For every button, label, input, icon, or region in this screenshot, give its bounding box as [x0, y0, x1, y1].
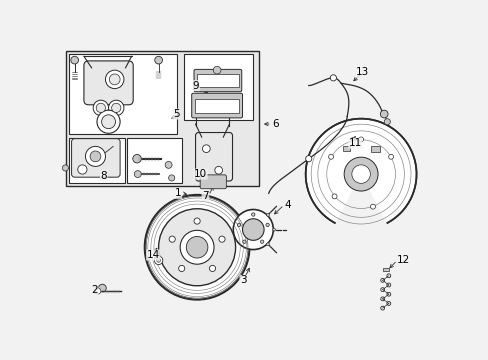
Circle shape	[305, 156, 311, 162]
Text: 9: 9	[192, 81, 199, 91]
Circle shape	[266, 213, 269, 216]
Bar	[183, 54, 253, 120]
Circle shape	[78, 165, 87, 174]
FancyBboxPatch shape	[200, 175, 226, 189]
Circle shape	[351, 165, 369, 183]
Circle shape	[237, 223, 240, 226]
Circle shape	[213, 66, 221, 74]
Circle shape	[384, 119, 389, 125]
Bar	[370, 146, 380, 152]
Circle shape	[105, 70, 123, 89]
Circle shape	[380, 110, 387, 118]
Circle shape	[90, 151, 101, 162]
Circle shape	[111, 103, 121, 112]
Circle shape	[344, 157, 377, 191]
Bar	[342, 146, 349, 152]
Bar	[127, 138, 182, 183]
Circle shape	[168, 175, 174, 181]
Text: 14: 14	[146, 250, 160, 260]
Circle shape	[219, 236, 224, 242]
Circle shape	[358, 137, 363, 142]
Circle shape	[329, 75, 336, 81]
Bar	[69, 54, 177, 134]
Circle shape	[265, 223, 269, 226]
Circle shape	[96, 103, 105, 112]
Circle shape	[194, 218, 200, 224]
Circle shape	[71, 56, 79, 64]
Circle shape	[272, 228, 275, 231]
Circle shape	[109, 74, 120, 85]
Text: 5: 5	[172, 109, 179, 119]
Circle shape	[97, 110, 120, 133]
Circle shape	[251, 213, 254, 216]
Circle shape	[305, 119, 416, 230]
Circle shape	[102, 115, 115, 129]
Circle shape	[242, 240, 245, 243]
Circle shape	[62, 165, 68, 171]
Circle shape	[266, 243, 269, 246]
Circle shape	[202, 145, 210, 153]
Circle shape	[144, 195, 249, 300]
Circle shape	[133, 154, 141, 163]
Circle shape	[154, 256, 163, 265]
Circle shape	[158, 209, 235, 286]
Circle shape	[331, 194, 336, 199]
Text: 6: 6	[271, 119, 278, 129]
Text: 12: 12	[396, 255, 410, 265]
Text: 13: 13	[355, 67, 368, 77]
Circle shape	[233, 210, 273, 249]
Circle shape	[134, 171, 141, 177]
Circle shape	[180, 230, 214, 264]
FancyBboxPatch shape	[197, 74, 238, 87]
Circle shape	[178, 265, 184, 271]
Bar	[69, 138, 124, 183]
Circle shape	[93, 100, 108, 116]
FancyBboxPatch shape	[84, 61, 133, 105]
Text: 8: 8	[100, 171, 107, 181]
Circle shape	[108, 100, 123, 116]
Circle shape	[156, 258, 160, 262]
Circle shape	[186, 237, 207, 258]
Text: 10: 10	[194, 169, 207, 179]
Circle shape	[99, 284, 106, 292]
Circle shape	[165, 161, 172, 168]
Text: 1: 1	[175, 188, 182, 198]
Circle shape	[328, 154, 333, 159]
Text: 4: 4	[284, 200, 290, 210]
Text: 7: 7	[202, 191, 208, 201]
Circle shape	[154, 56, 162, 64]
FancyBboxPatch shape	[194, 69, 241, 92]
Bar	[382, 268, 388, 271]
Circle shape	[85, 147, 105, 166]
Text: 2: 2	[91, 285, 98, 294]
Circle shape	[214, 166, 222, 174]
FancyBboxPatch shape	[194, 99, 239, 113]
Wedge shape	[333, 174, 387, 233]
Bar	[66, 51, 258, 186]
Circle shape	[370, 204, 375, 209]
Text: 11: 11	[348, 138, 361, 148]
Circle shape	[242, 219, 264, 240]
Circle shape	[388, 154, 393, 159]
Circle shape	[209, 265, 215, 271]
FancyBboxPatch shape	[195, 132, 232, 181]
Text: 3: 3	[240, 275, 246, 285]
FancyBboxPatch shape	[71, 139, 120, 177]
Circle shape	[260, 240, 264, 243]
Circle shape	[95, 288, 101, 294]
Circle shape	[169, 236, 175, 242]
FancyBboxPatch shape	[191, 93, 242, 118]
